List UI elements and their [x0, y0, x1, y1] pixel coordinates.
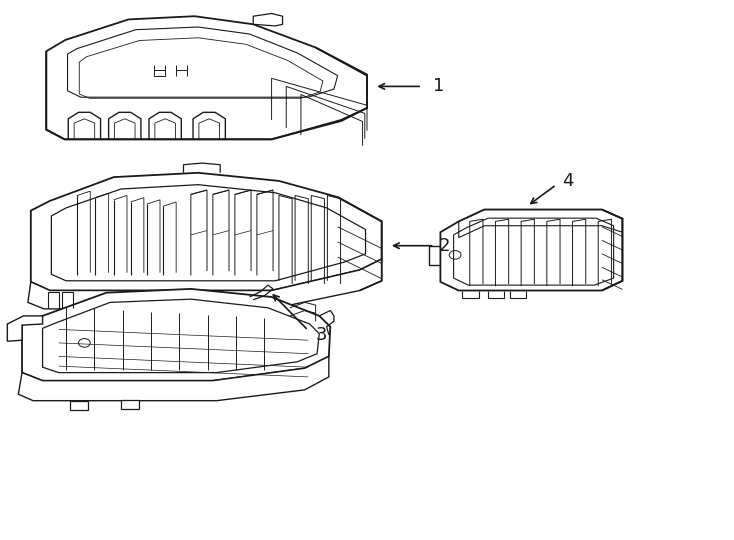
- Polygon shape: [253, 14, 283, 26]
- Polygon shape: [18, 356, 329, 401]
- Polygon shape: [121, 400, 139, 409]
- Text: 3: 3: [316, 326, 327, 344]
- Polygon shape: [28, 259, 382, 309]
- Polygon shape: [70, 401, 88, 410]
- Polygon shape: [7, 316, 43, 341]
- Text: 4: 4: [562, 172, 574, 190]
- Text: 2: 2: [439, 237, 451, 255]
- Text: 1: 1: [433, 77, 444, 96]
- Polygon shape: [440, 210, 622, 291]
- Polygon shape: [46, 16, 367, 139]
- Polygon shape: [22, 289, 330, 381]
- Polygon shape: [31, 173, 382, 291]
